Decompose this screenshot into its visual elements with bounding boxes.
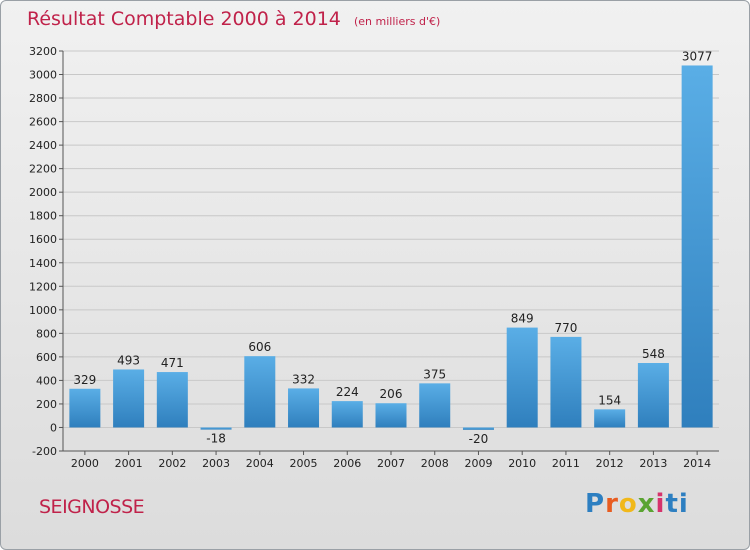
- bar: [681, 65, 713, 428]
- data-label: 493: [117, 353, 140, 367]
- x-tick-label: 2012: [596, 457, 624, 470]
- y-tick-label: 2400: [29, 139, 57, 152]
- y-tick-label: 3000: [29, 69, 57, 82]
- data-label: 329: [73, 373, 96, 387]
- chart-title-line: Résultat Comptable 2000 à 2014 (en milli…: [27, 8, 440, 30]
- x-tick-label: 2004: [246, 457, 274, 470]
- y-tick-label: 1600: [29, 233, 57, 246]
- x-tick-label: 2001: [115, 457, 143, 470]
- y-tick-label: 600: [36, 351, 57, 364]
- data-label: 332: [292, 372, 315, 386]
- bar: [550, 336, 582, 428]
- y-tick-label: 2000: [29, 186, 57, 199]
- x-tick-label: 2000: [71, 457, 99, 470]
- y-tick-label: 1800: [29, 210, 57, 223]
- x-tick-label: 2014: [683, 457, 711, 470]
- x-tick-label: 2006: [333, 457, 361, 470]
- proxiti-logo: Proxiti: [585, 489, 689, 519]
- data-label: 154: [598, 393, 621, 407]
- y-tick-label: 200: [36, 398, 57, 411]
- logo-letter: r: [605, 489, 619, 519]
- bar: [113, 369, 145, 428]
- bar: [200, 427, 232, 430]
- bar: [506, 327, 538, 428]
- y-tick-label: 2800: [29, 92, 57, 105]
- logo-letter: i: [678, 489, 689, 519]
- logo-letter: o: [618, 489, 638, 519]
- data-label: 206: [380, 387, 403, 401]
- bar: [594, 409, 626, 428]
- bar: [637, 363, 669, 428]
- x-tick-label: 2005: [290, 457, 318, 470]
- x-tick-label: 2010: [508, 457, 536, 470]
- x-tick-label: 2013: [639, 457, 667, 470]
- y-tick-label: 1400: [29, 257, 57, 270]
- y-tick-label: 800: [36, 327, 57, 340]
- y-tick-label: 2600: [29, 116, 57, 129]
- logo-letter: i: [655, 489, 666, 519]
- x-tick-label: 2003: [202, 457, 230, 470]
- logo-letter: x: [637, 489, 656, 519]
- bar: [331, 401, 363, 428]
- town-name: SEIGNOSSE: [39, 496, 145, 518]
- data-label: 606: [248, 340, 271, 354]
- bar: [156, 372, 188, 428]
- bar: [375, 403, 407, 428]
- data-label: -20: [469, 432, 489, 446]
- bar: [69, 388, 101, 428]
- data-label: 224: [336, 385, 359, 399]
- bar: [462, 427, 494, 430]
- logo-letter: t: [665, 489, 679, 519]
- y-tick-label: 0: [50, 421, 57, 434]
- chart-title: Résultat Comptable 2000 à 2014: [27, 8, 341, 30]
- data-label: 548: [642, 347, 665, 361]
- bar: [419, 383, 451, 428]
- x-tick-label: 2008: [421, 457, 449, 470]
- y-tick-label: 1000: [29, 304, 57, 317]
- y-tick-label: 3200: [29, 45, 57, 58]
- y-tick-label: 2200: [29, 163, 57, 176]
- x-tick-label: 2009: [464, 457, 492, 470]
- chart-unit-label: (en milliers d'€): [353, 15, 441, 28]
- x-tick-label: 2002: [158, 457, 186, 470]
- data-label: 849: [511, 312, 534, 326]
- y-tick-label: -200: [32, 445, 57, 458]
- data-label: 471: [161, 356, 184, 370]
- data-label: 375: [423, 367, 446, 381]
- x-tick-label: 2011: [552, 457, 580, 470]
- y-tick-label: 400: [36, 374, 57, 387]
- logo-letter: P: [585, 489, 606, 519]
- bar: [244, 356, 276, 428]
- y-tick-label: 1200: [29, 280, 57, 293]
- data-label: 770: [554, 321, 577, 335]
- data-label: 3077: [682, 49, 713, 63]
- bar: [288, 388, 320, 428]
- data-label: -18: [206, 432, 226, 446]
- x-tick-label: 2007: [377, 457, 405, 470]
